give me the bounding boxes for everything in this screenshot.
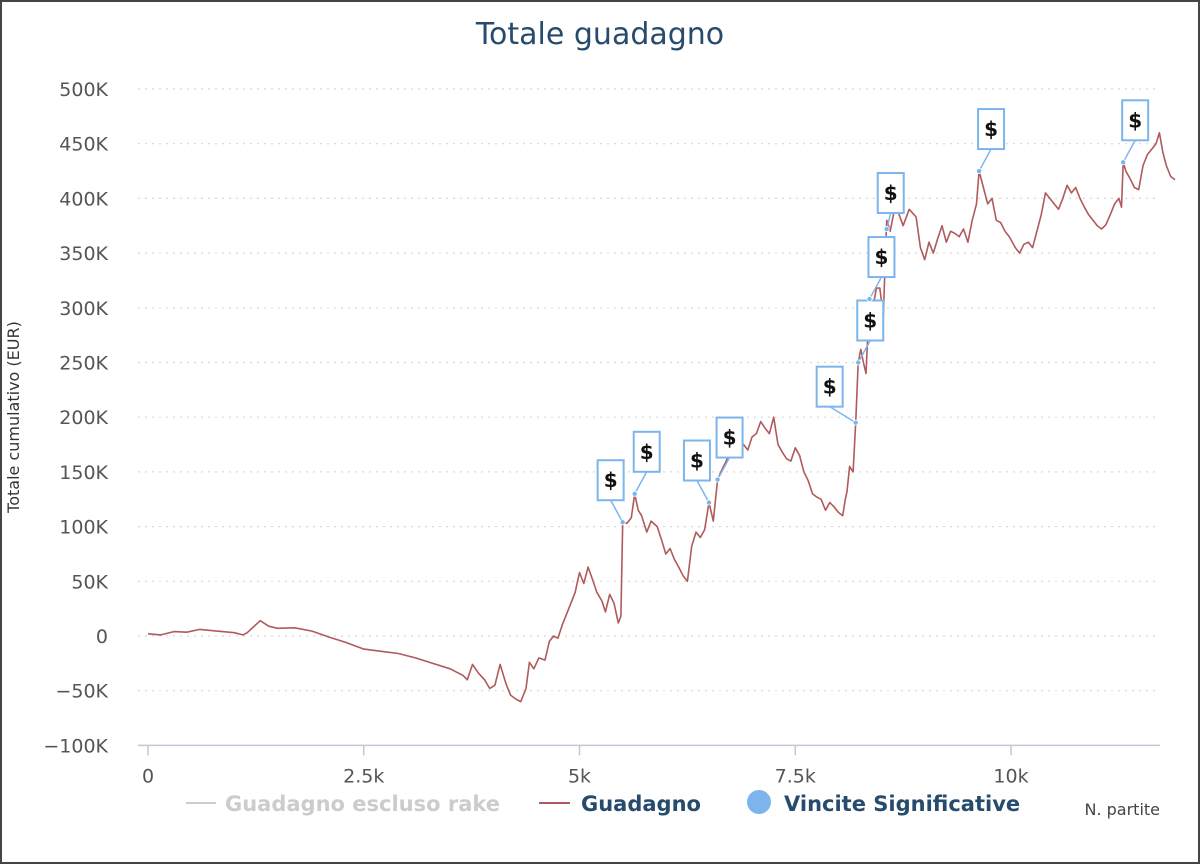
y-tick-label: 100K (59, 517, 108, 539)
y-tick-label: 450K (59, 134, 108, 156)
flag-dollar-label: $ (875, 245, 889, 269)
flag-box (815, 365, 844, 408)
flag-box (1121, 99, 1150, 142)
flag-connector (609, 499, 624, 523)
y-axis-label: Totale cumulativo (EUR) (4, 321, 23, 514)
flag-point[interactable] (705, 499, 712, 506)
grid-layer (138, 88, 1160, 747)
legend-item-guadagno[interactable]: Guadagno (539, 792, 701, 816)
significant-win-flag[interactable]: $ (876, 172, 905, 233)
x-tick-label: 10k (993, 765, 1028, 787)
flag-dollar-label: $ (690, 449, 704, 473)
flag-box (856, 299, 885, 342)
flag-connector (978, 148, 992, 172)
significant-win-flag[interactable]: $ (714, 416, 744, 483)
flag-dollar-label: $ (723, 426, 737, 450)
x-axis-label: N. partite (1084, 800, 1160, 819)
x-tick-label: 5k (568, 765, 591, 787)
flag-point[interactable] (883, 226, 890, 233)
flag-box (596, 459, 625, 502)
flag-connector (716, 457, 731, 480)
marker-layer: $ $ $ $ $ $ $ $ $ $ (596, 99, 1150, 526)
flag-connector (829, 406, 857, 424)
flag-connector (857, 340, 871, 363)
y-tick-label: −100K (43, 735, 108, 757)
flag-point[interactable] (855, 359, 862, 366)
flag-point[interactable] (852, 419, 859, 426)
y-tick-label: 350K (59, 243, 108, 265)
significant-win-flag[interactable]: $ (1120, 99, 1150, 166)
legend-symbol (747, 790, 771, 814)
flag-connector (696, 480, 710, 503)
flag-point[interactable] (1120, 159, 1127, 166)
chart-title: Totale guadagno (475, 17, 724, 52)
series-line-guadagno (147, 132, 1176, 703)
y-tick-label: 300K (59, 298, 108, 320)
y-tick-label: 400K (59, 188, 108, 210)
flag-dollar-label: $ (1128, 108, 1142, 132)
significant-win-flag[interactable]: $ (855, 299, 885, 366)
legend-item-guadagno-escluso-rake[interactable]: Guadagno escluso rake (186, 792, 500, 816)
y-tick-label: 500K (59, 79, 108, 101)
axis-layer: −100K −50K 0 50K 100K 150K 200K 250K 300K 350K 400… (43, 79, 1160, 787)
y-tick-label: 50K (71, 571, 108, 593)
flag-dollar-label: $ (823, 375, 837, 399)
flag-point[interactable] (714, 476, 721, 483)
flag-box (977, 108, 1006, 151)
flag-point[interactable] (866, 296, 873, 303)
flag-point[interactable] (619, 519, 626, 526)
y-tick-label: 150K (59, 462, 108, 484)
legend: Guadagno escluso rake Guadagno Vincite Sig… (186, 790, 1020, 816)
y-tick-label: −50K (55, 681, 108, 703)
legend-item-vincite-significative[interactable]: Vincite Significative (747, 790, 1020, 816)
flag-dollar-label: $ (884, 181, 898, 205)
flag-box (682, 439, 711, 482)
flag-box (632, 430, 661, 473)
y-tick-label: 0 (96, 626, 108, 648)
flag-point[interactable] (631, 490, 638, 497)
significant-win-flag[interactable]: $ (976, 108, 1006, 175)
significant-win-flag[interactable]: $ (596, 459, 626, 526)
significant-win-flag[interactable]: $ (631, 430, 661, 497)
flag-dollar-label: $ (640, 440, 654, 464)
x-tick-label: 2.5k (343, 765, 384, 787)
significant-win-flag[interactable]: $ (866, 236, 896, 303)
flag-connector (1122, 139, 1136, 163)
flag-dollar-label: $ (604, 468, 618, 492)
x-tick-label: 7.5k (775, 765, 816, 787)
flag-dollar-label: $ (863, 309, 877, 333)
significant-win-flag[interactable]: $ (815, 365, 859, 426)
flag-connector (634, 471, 648, 495)
flag-dollar-label: $ (984, 117, 998, 141)
y-tick-label: 250K (59, 353, 108, 375)
series-layer (147, 132, 1176, 703)
flag-box (715, 416, 744, 459)
legend-label: Guadagno (581, 792, 701, 816)
flag-point[interactable] (976, 168, 983, 175)
flag-box (876, 172, 905, 215)
x-tick-label: 0 (142, 765, 154, 787)
y-tick-label: 200K (59, 407, 108, 429)
legend-label: Vincite Significative (784, 792, 1020, 816)
flag-box (867, 236, 896, 279)
legend-label: Guadagno escluso rake (225, 792, 500, 816)
significant-win-flag[interactable]: $ (682, 439, 712, 506)
flag-connector (868, 276, 883, 300)
